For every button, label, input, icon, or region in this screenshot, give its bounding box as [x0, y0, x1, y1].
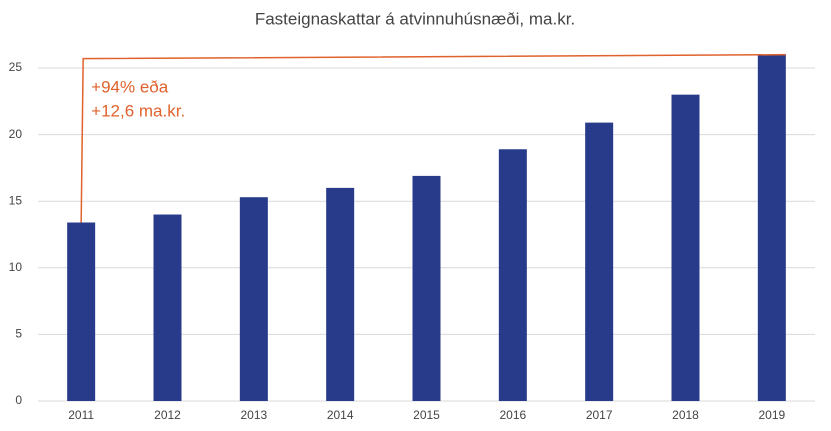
chart-title: Fasteignaskattar á atvinnuhúsnæði, ma.kr…	[255, 9, 575, 28]
y-tick-label: 20	[9, 127, 23, 141]
bar	[498, 149, 527, 401]
y-tick-label: 15	[9, 193, 23, 207]
y-tick-label: 5	[15, 327, 22, 341]
y-tick-label: 25	[9, 60, 23, 74]
bar	[585, 122, 614, 401]
x-tick-label: 2019	[758, 408, 785, 422]
x-tick-label: 2013	[240, 408, 267, 422]
y-tick-label: 0	[15, 393, 22, 407]
annotation-text: +94% eða	[91, 77, 169, 96]
annotation-bracket	[80, 53, 786, 223]
x-tick-label: 2017	[586, 408, 613, 422]
x-tick-label: 2018	[672, 408, 699, 422]
bar	[153, 214, 182, 401]
bar	[757, 54, 786, 402]
x-tick-label: 2015	[413, 408, 440, 422]
annotation-text: +12,6 ma.kr.	[91, 101, 185, 120]
bar	[412, 175, 441, 401]
x-tick-label: 2014	[327, 408, 354, 422]
x-tick-label: 2016	[499, 408, 526, 422]
y-tick-label: 10	[9, 260, 23, 274]
x-tick-label: 2011	[68, 408, 94, 422]
bar	[326, 187, 355, 401]
bar	[67, 222, 96, 401]
x-tick-label: 2012	[154, 408, 181, 422]
bar	[671, 94, 700, 401]
bar	[239, 197, 268, 401]
